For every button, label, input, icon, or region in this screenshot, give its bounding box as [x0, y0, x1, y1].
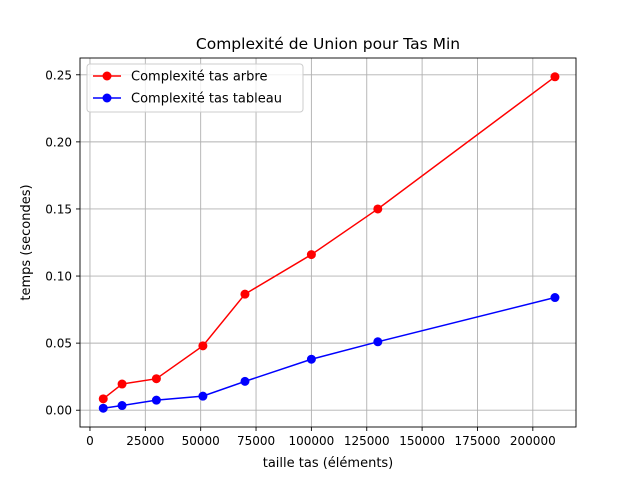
y-tick-label: 0.25 — [45, 68, 72, 82]
legend-marker-arbre — [102, 71, 112, 81]
x-tick-label: 0 — [86, 434, 94, 448]
chart-title: Complexité de Union pour Tas Min — [196, 35, 460, 53]
x-tick-label: 75000 — [237, 434, 275, 448]
data-point — [198, 391, 208, 401]
series-line-0 — [102, 76, 556, 400]
legend-marker-tableau — [102, 93, 112, 103]
y-tick-label: 0.10 — [45, 270, 72, 284]
x-tick-label: 25000 — [126, 434, 164, 448]
axis-ticks: 0 25000 50000 75000 100000 125000 150000 175000… — [45, 68, 555, 448]
data-point — [373, 204, 383, 214]
x-tick-label: 125000 — [344, 434, 390, 448]
data-point — [550, 72, 560, 82]
data-point — [117, 379, 127, 389]
data-point — [306, 354, 316, 364]
legend: Complexité tas arbre Complexité tas tabl… — [86, 63, 304, 113]
data-point — [240, 289, 250, 299]
data-point — [198, 341, 208, 351]
y-tick-label: 0.05 — [45, 337, 72, 351]
x-tick-label: 175000 — [455, 434, 501, 448]
plot-frame — [79, 57, 577, 428]
data-point — [550, 293, 560, 303]
x-tick-label: 50000 — [182, 434, 220, 448]
x-tick-label: 150000 — [399, 434, 445, 448]
series-line-1 — [103, 296, 556, 409]
legend-label-tableau: Complexité tas tableau — [131, 92, 282, 107]
legend-label-arbre: Complexité tas arbre — [131, 70, 267, 85]
x-tick-label: 100000 — [288, 434, 334, 448]
legend-box — [86, 63, 304, 113]
data-point — [306, 250, 316, 260]
series-layer — [98, 72, 560, 413]
y-tick-label: 0.20 — [45, 135, 72, 149]
data-point — [240, 376, 250, 386]
x-axis-label: taille tas (éléments) — [263, 456, 394, 471]
y-axis-label: temps (secondes) — [19, 184, 34, 300]
data-point — [117, 401, 127, 411]
data-point — [98, 403, 108, 413]
x-tick-label: 200000 — [510, 434, 556, 448]
grid — [80, 58, 576, 427]
data-point — [373, 337, 383, 347]
y-tick-label: 0.15 — [45, 202, 72, 216]
data-point — [151, 395, 161, 405]
y-tick-label: 0.00 — [45, 404, 72, 418]
data-point — [98, 394, 108, 404]
data-point — [151, 374, 161, 384]
